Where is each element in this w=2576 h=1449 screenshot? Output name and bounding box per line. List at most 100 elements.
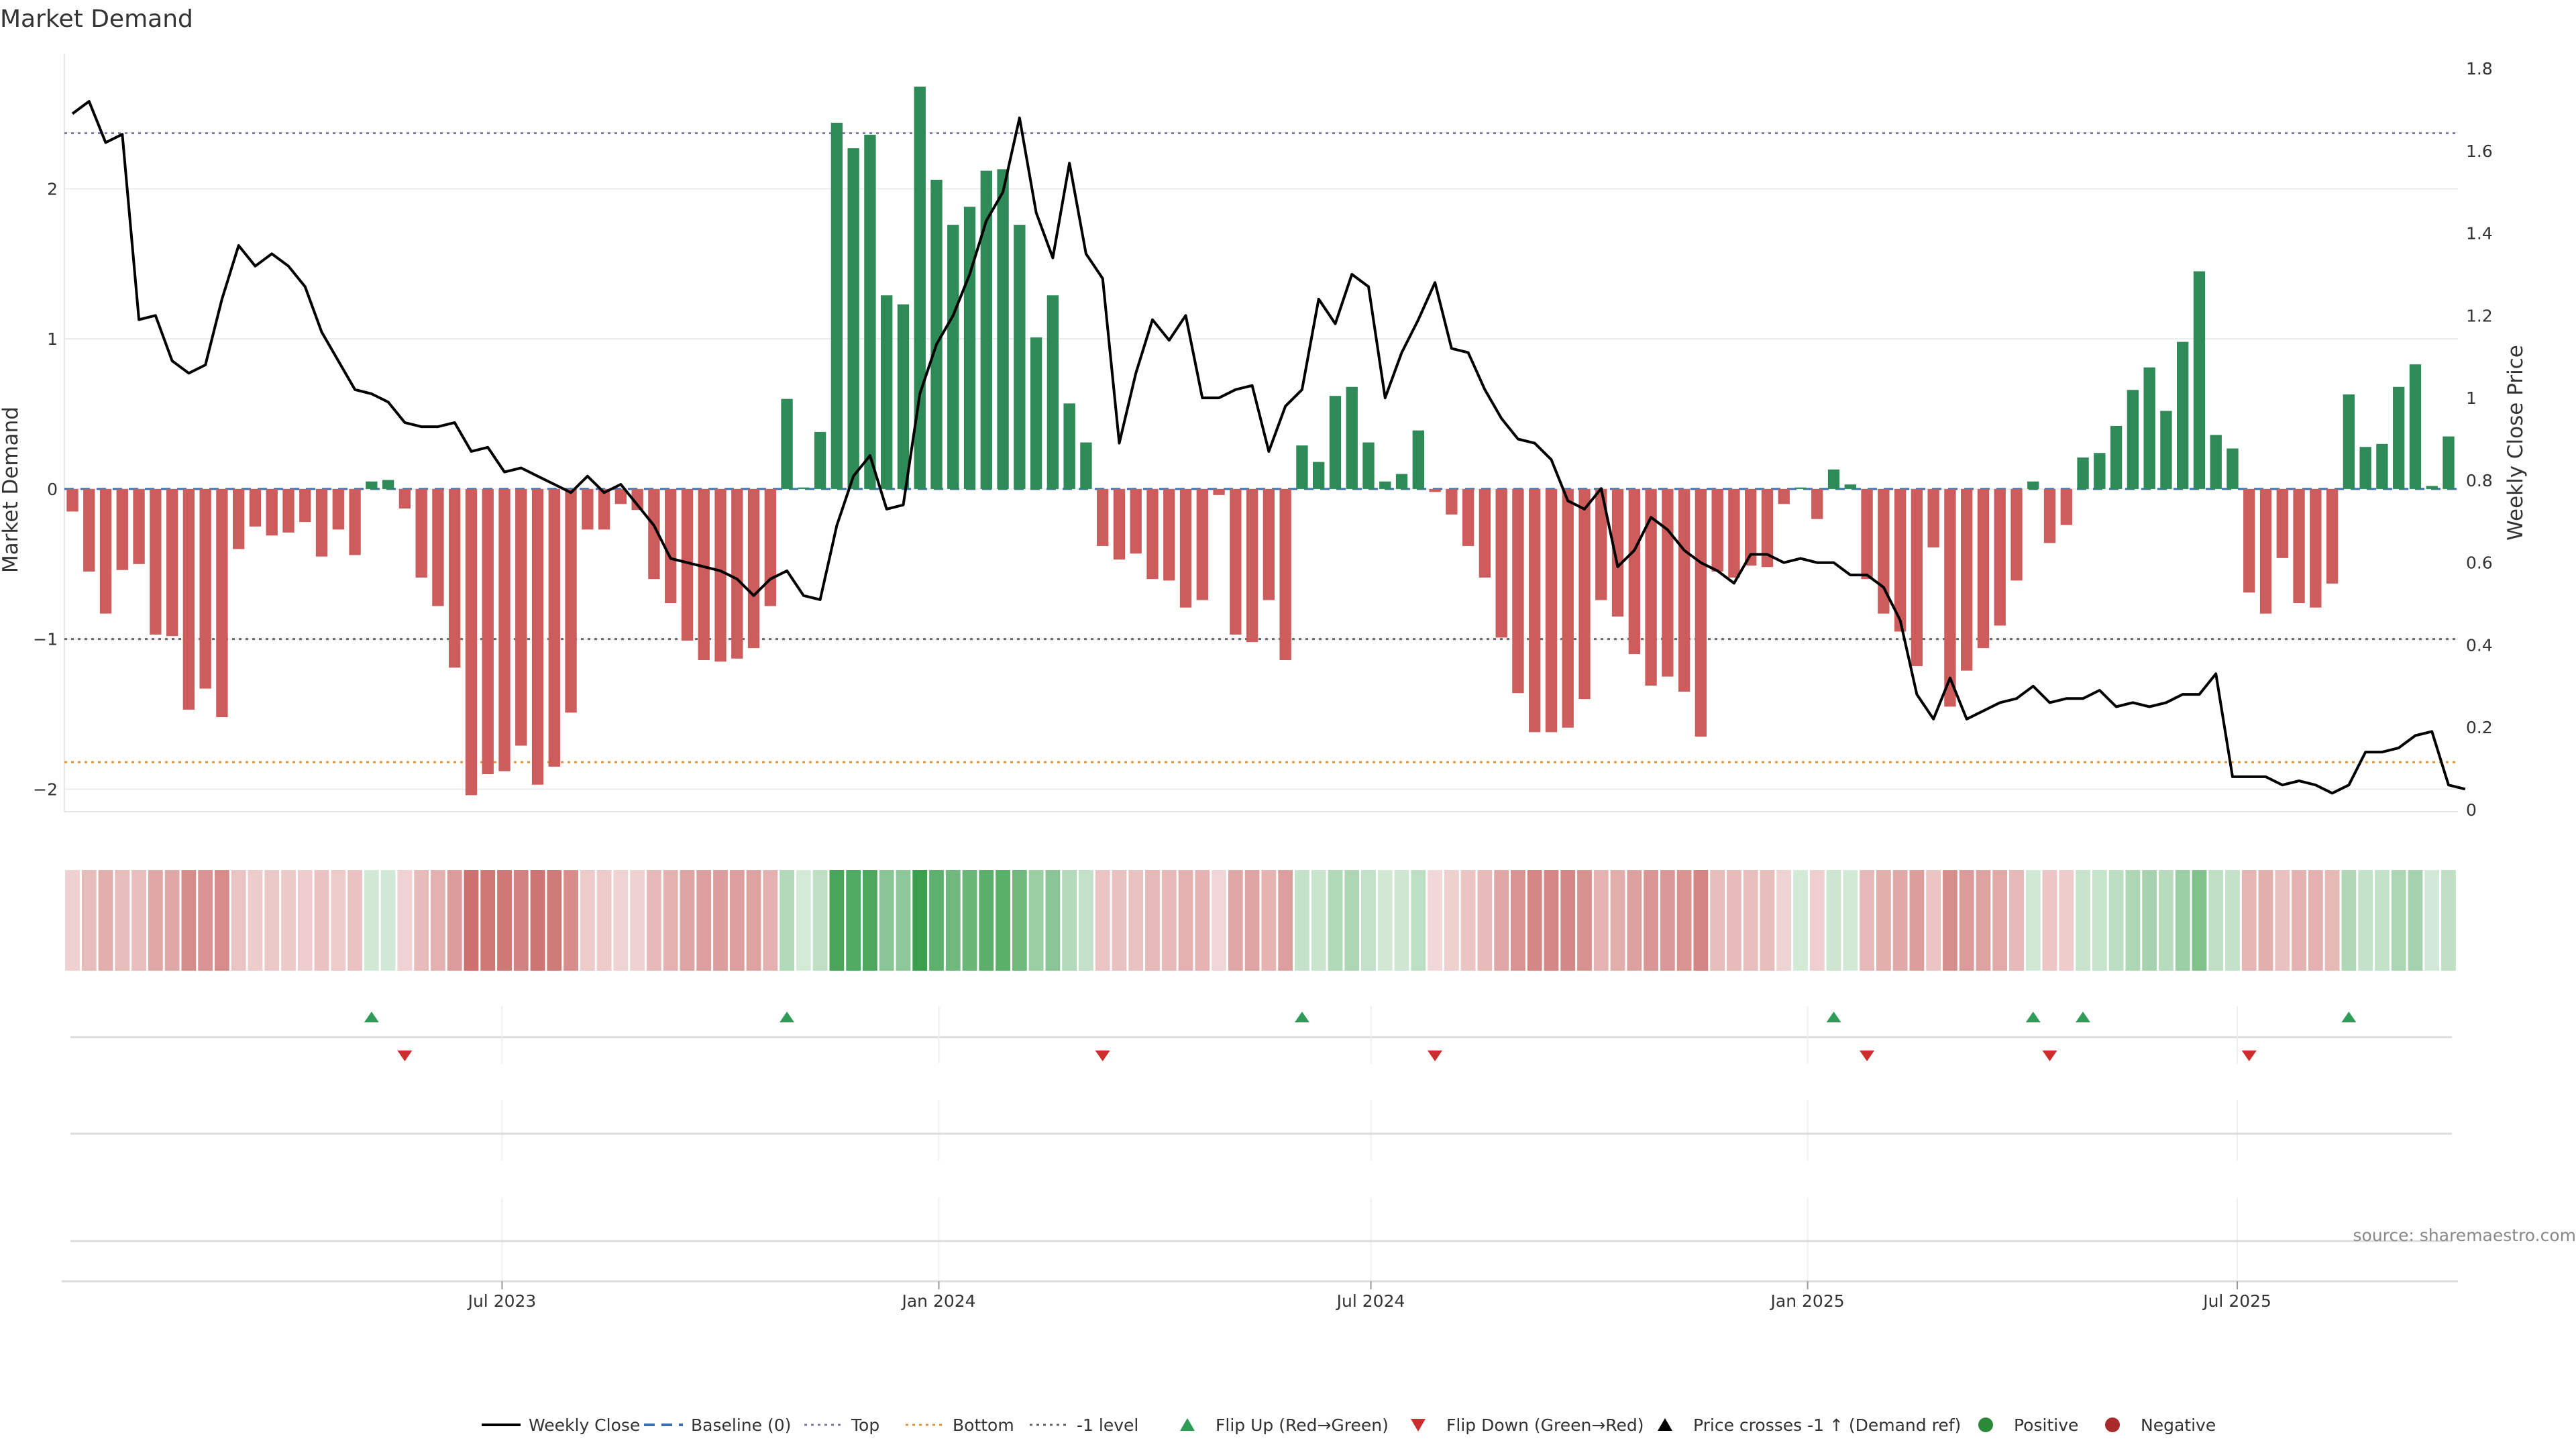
- heat-cell: [1212, 870, 1226, 971]
- heat-cell: [2324, 870, 2340, 971]
- heat-cell: [231, 870, 246, 971]
- demand-bar: [847, 148, 859, 489]
- y2-tick-label: 1.2: [2466, 306, 2493, 325]
- demand-bar: [1662, 488, 1674, 677]
- demand-bar: [1961, 488, 1973, 671]
- x-axis-ticks: Jul 2023 Jan 2024 Jul 2024 Jan 2025 Jul 2025: [467, 1281, 2271, 1311]
- heat-cell: [1892, 870, 1908, 971]
- flip-down-marker: [2042, 1051, 2057, 1061]
- legend-label: Weekly Close: [529, 1415, 640, 1435]
- heat-cell: [1161, 870, 1177, 971]
- demand-bar: [366, 481, 378, 489]
- heat-cell: [2358, 870, 2373, 971]
- heat-cell: [1045, 870, 1061, 971]
- heat-cell: [663, 870, 678, 971]
- demand-bar: [1346, 386, 1358, 489]
- demand-bar: [1313, 462, 1325, 489]
- demand-bar: [1645, 488, 1657, 686]
- demand-bar: [1944, 488, 1956, 707]
- heat-cell: [1079, 870, 1093, 971]
- heat-cell: [613, 870, 629, 971]
- demand-bar: [2010, 488, 2023, 581]
- heat-cell: [846, 870, 861, 971]
- heat-cell: [1627, 870, 1642, 971]
- demand-bar: [1861, 488, 1873, 580]
- heat-cell: [912, 870, 928, 971]
- legend-label: Bottom: [953, 1415, 1014, 1435]
- source-note: source: sharemaestro.com: [2353, 1226, 2576, 1245]
- heat-cell: [1195, 870, 1210, 971]
- heat-cell: [2408, 870, 2423, 971]
- demand-bar: [648, 488, 660, 580]
- demand-bar: [1080, 442, 1092, 489]
- heat-cell: [2292, 870, 2306, 971]
- heat-cell: [2208, 870, 2224, 971]
- heat-cell: [1394, 870, 1409, 971]
- heat-cell: [1062, 870, 1077, 971]
- heat-cell: [596, 870, 612, 971]
- y2-tick-label: 1.8: [2466, 59, 2493, 78]
- demand-bar: [881, 295, 893, 489]
- demand-bar: [266, 488, 278, 536]
- legend-item: Bottom: [906, 1415, 1014, 1435]
- x-tick-label: Jan 2024: [900, 1291, 975, 1311]
- demand-bar: [449, 488, 461, 668]
- heat-cell: [1727, 870, 1741, 971]
- heat-cell: [198, 870, 213, 971]
- demand-bar: [1628, 488, 1640, 655]
- heat-cell: [2341, 870, 2357, 971]
- heat-cell: [1328, 870, 1343, 971]
- weekly-close-line: [71, 100, 2466, 795]
- demand-bar: [1811, 488, 1823, 519]
- heat-cell: [829, 870, 845, 971]
- legend-item: Top: [804, 1415, 879, 1435]
- demand-bar: [133, 488, 145, 564]
- flip-down-marker: [1428, 1051, 1443, 1061]
- heat-cell: [447, 870, 462, 971]
- demand-bar: [249, 488, 262, 527]
- demand-bar: [665, 488, 677, 603]
- heat-cell: [164, 870, 180, 971]
- demand-bar: [2443, 436, 2455, 489]
- heat-cell: [1693, 870, 1709, 971]
- heat-cell: [1361, 870, 1376, 971]
- heat-cell: [2092, 870, 2107, 971]
- heat-cell: [2241, 870, 2257, 971]
- heat-cell: [1428, 870, 1442, 971]
- demand-bar: [2226, 448, 2239, 489]
- demand-bar: [116, 488, 128, 570]
- heat-cell: [380, 870, 396, 971]
- y2-tick-label: 0.4: [2466, 635, 2493, 655]
- legend-label: Negative: [2141, 1415, 2216, 1435]
- demand-bar: [897, 304, 910, 489]
- legend-label: Top: [851, 1415, 879, 1435]
- demand-bar: [1279, 488, 1291, 660]
- heat-cell: [1776, 870, 1792, 971]
- demand-bars: [66, 87, 2455, 796]
- y2-tick-label: 1.4: [2466, 224, 2493, 244]
- heat-cell: [1593, 870, 1609, 971]
- flip-down-marker: [1860, 1051, 1875, 1061]
- demand-bar: [349, 488, 361, 555]
- demand-bar: [482, 488, 494, 775]
- demand-bar: [432, 488, 444, 606]
- demand-bar: [465, 488, 478, 796]
- demand-bar: [1827, 469, 1840, 489]
- demand-bar: [598, 488, 610, 530]
- heat-cell: [1644, 870, 1658, 971]
- heat-cell: [297, 870, 313, 971]
- demand-bar: [1163, 488, 1175, 581]
- demand-bar: [698, 488, 710, 660]
- demand-bar: [2193, 271, 2206, 489]
- heat-cell: [746, 870, 761, 971]
- y-axis-left-ticks: −2 −1 0 1 2: [33, 179, 58, 799]
- heat-cell: [2142, 870, 2157, 971]
- heat-cell: [397, 870, 413, 971]
- demand-bar: [1429, 488, 1441, 492]
- legend: Weekly Close Baseline (0) Top Bottom -1 leve…: [482, 1415, 2216, 1435]
- y2-tick-label: 0: [2466, 800, 2477, 820]
- demand-bar: [1296, 445, 1308, 489]
- demand-bar: [2060, 488, 2072, 525]
- demand-bar: [515, 488, 527, 746]
- heat-cell: [1560, 870, 1576, 971]
